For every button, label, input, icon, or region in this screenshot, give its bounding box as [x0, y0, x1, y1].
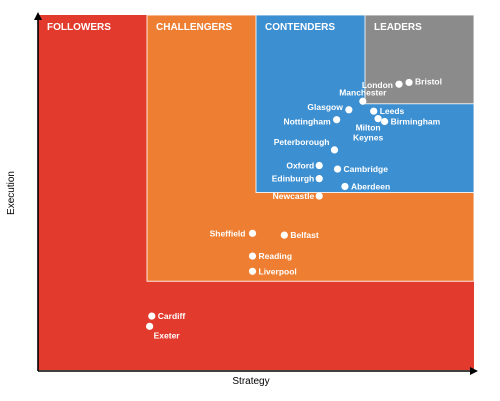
- point-label-manchester: Manchester: [339, 87, 387, 97]
- point-newcastle: [315, 192, 323, 200]
- point-bristol: [405, 78, 413, 87]
- point-label-bristol: Bristol: [415, 76, 442, 86]
- point-label-peterborough: Peterborough: [274, 137, 330, 147]
- point-label-reading: Reading: [259, 251, 293, 261]
- zone-leaders: [364, 14, 475, 105]
- point-edinburgh: [315, 175, 323, 183]
- point-milton-keynes: [374, 115, 382, 123]
- point-manchester: [359, 97, 367, 105]
- point-label-sheffield: Sheffield: [210, 228, 246, 238]
- point-label-milton-keynes: Milton Keynes: [353, 123, 384, 143]
- point-cambridge: [333, 165, 342, 173]
- point-leeds: [370, 107, 378, 115]
- point-aberdeen: [341, 182, 349, 191]
- point-cardiff: [148, 312, 156, 320]
- point-nottingham: [333, 116, 341, 124]
- zone-label-followers: FOLLOWERS: [47, 22, 111, 33]
- point-oxford: [315, 161, 323, 170]
- point-label-cardiff: Cardiff: [158, 311, 186, 321]
- point-label-nottingham: Nottingham: [283, 117, 331, 127]
- point-sheffield: [248, 229, 257, 237]
- point-birmingham: [381, 117, 389, 126]
- zone-label-contenders: CONTENDERS: [265, 22, 335, 33]
- y-axis-label: Execution: [6, 171, 17, 215]
- x-axis-label: Strategy: [232, 376, 269, 387]
- point-label-edinburgh: Edinburgh: [272, 174, 315, 184]
- point-label-cambridge: Cambridge: [344, 164, 389, 174]
- point-label-birmingham: Birmingham: [391, 117, 441, 127]
- point-label-oxford: Oxford: [286, 161, 314, 171]
- point-london: [395, 80, 403, 88]
- point-label-leeds: Leeds: [380, 106, 405, 116]
- point-label-exeter: Exeter: [154, 330, 181, 340]
- point-label-liverpool: Liverpool: [259, 266, 297, 276]
- point-label-belfast: Belfast: [290, 230, 319, 240]
- point-label-aberdeen: Aberdeen: [351, 181, 390, 191]
- point-label-glasgow: Glasgow: [307, 102, 343, 112]
- point-belfast: [280, 231, 288, 239]
- point-label-london: London: [362, 80, 393, 90]
- point-reading: [248, 252, 257, 260]
- point-label-newcastle: Newcastle: [273, 191, 315, 201]
- point-liverpool: [248, 267, 257, 275]
- zone-label-challengers: CHALLENGERS: [156, 22, 232, 33]
- zone-label-leaders: LEADERS: [374, 22, 422, 33]
- point-exeter: [146, 322, 154, 330]
- point-glasgow: [345, 106, 353, 114]
- point-peterborough: [330, 146, 339, 154]
